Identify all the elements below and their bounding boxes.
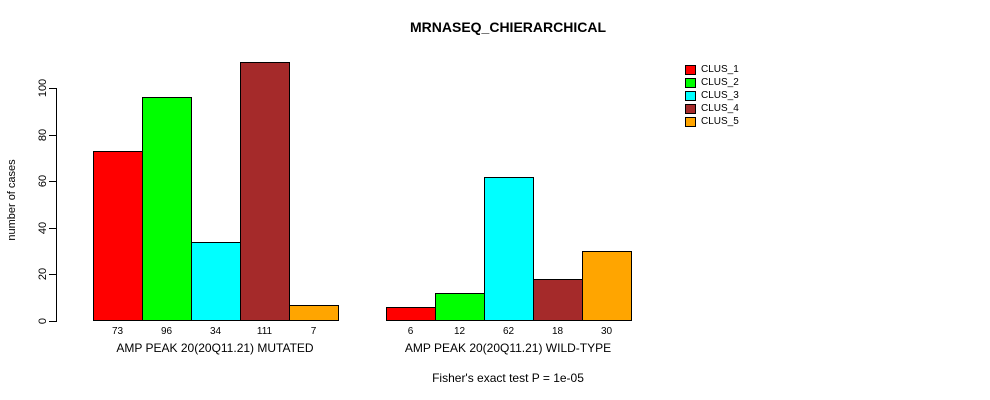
- y-tick-label: 40: [37, 221, 49, 234]
- bar-clus_4: [533, 279, 583, 321]
- bar-clus_1: [386, 307, 436, 321]
- y-tick-label: 0: [37, 317, 49, 325]
- legend-item: CLUS_2: [685, 76, 739, 89]
- bar-value-label: 62: [502, 326, 515, 337]
- bar-clus_3: [484, 177, 534, 321]
- y-tick-mark: [49, 227, 56, 229]
- legend-label: CLUS_3: [701, 90, 739, 101]
- y-tick-mark: [49, 321, 56, 322]
- bar-value-label: 6: [407, 326, 414, 337]
- bar-clus_2: [435, 293, 485, 321]
- legend-item: CLUS_4: [685, 102, 739, 115]
- y-tick-label: 80: [37, 128, 49, 141]
- legend-item: CLUS_1: [685, 63, 739, 76]
- chart-title: MRNASEQ_CHIERARCHICAL: [409, 19, 607, 35]
- bar-value-label: 111: [256, 326, 273, 337]
- legend-swatch: [685, 103, 696, 114]
- y-tick-mark: [49, 181, 56, 183]
- legend-label: CLUS_2: [701, 77, 739, 88]
- y-tick-label: 20: [37, 268, 49, 281]
- y-tick-mark: [49, 88, 56, 89]
- bar-clus_4: [240, 62, 290, 321]
- fisher-test-annotation: Fisher's exact test P = 1e-05: [432, 371, 584, 385]
- bar-value-label: 30: [600, 326, 613, 337]
- bar-clus_2: [142, 97, 192, 321]
- y-axis-label: number of cases: [6, 159, 18, 241]
- bar-clus_5: [582, 251, 632, 321]
- bar-clus_5: [289, 305, 339, 321]
- bar-value-label: 73: [111, 326, 124, 337]
- legend-label: CLUS_1: [701, 64, 739, 75]
- bar-clus_1: [93, 151, 143, 321]
- bar-value-label: 12: [453, 326, 466, 337]
- bar-value-label: 34: [209, 326, 222, 337]
- y-axis-line: [56, 88, 57, 322]
- legend-label: CLUS_4: [701, 103, 739, 114]
- y-tick-mark: [49, 134, 56, 136]
- bar-value-label: 96: [160, 326, 173, 337]
- legend-swatch: [685, 116, 696, 127]
- legend: CLUS_1 CLUS_2 CLUS_3 CLUS_4 CLUS_5: [685, 63, 739, 128]
- group-label-mutated: AMP PEAK 20(20Q11.21) MUTATED: [116, 341, 314, 355]
- legend-item: CLUS_3: [685, 89, 739, 102]
- legend-swatch: [685, 64, 696, 75]
- bar-value-label: 18: [551, 326, 564, 337]
- legend-item: CLUS_5: [685, 115, 739, 128]
- y-tick-label: 100: [37, 78, 49, 98]
- legend-label: CLUS_5: [701, 116, 739, 127]
- y-tick-mark: [49, 274, 56, 276]
- y-tick-label: 60: [37, 175, 49, 188]
- bar-clus_3: [191, 242, 241, 321]
- bar-value-label: 7: [310, 326, 317, 337]
- legend-swatch: [685, 77, 696, 88]
- legend-swatch: [685, 90, 696, 101]
- group-label-wild-type: AMP PEAK 20(20Q11.21) WILD-TYPE: [404, 341, 612, 355]
